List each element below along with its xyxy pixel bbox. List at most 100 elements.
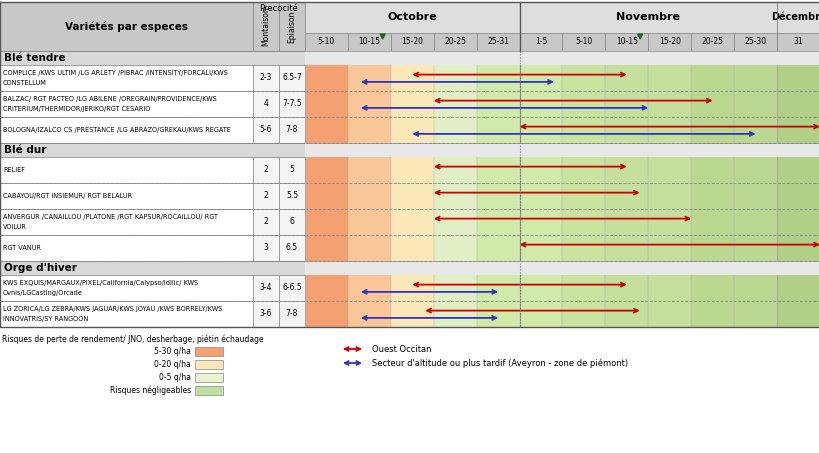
Bar <box>648 301 690 327</box>
Text: 2: 2 <box>263 217 268 226</box>
Bar <box>562 209 604 235</box>
Bar <box>347 51 391 65</box>
Bar <box>433 301 476 327</box>
Bar <box>776 261 819 275</box>
Bar <box>519 157 562 183</box>
Text: INNOVATRIS/SY RANGOON: INNOVATRIS/SY RANGOON <box>3 316 88 322</box>
Bar <box>278 209 305 235</box>
Text: Secteur d'altitude ou plus tardif (Aveyron - zone de piémont): Secteur d'altitude ou plus tardif (Aveyr… <box>372 358 627 368</box>
Text: 3-6: 3-6 <box>260 309 272 318</box>
Bar <box>391 261 433 275</box>
Bar <box>690 65 733 91</box>
Text: Novembre: Novembre <box>616 13 680 23</box>
Text: CONSTELLUM: CONSTELLUM <box>3 80 47 86</box>
Bar <box>433 261 476 275</box>
Bar <box>476 117 519 143</box>
Bar <box>648 261 690 275</box>
Text: KWS EXQUIS/MARGAUX/PIXEL/California/Calypso/Idilic/ KWS: KWS EXQUIS/MARGAUX/PIXEL/California/Caly… <box>3 280 198 286</box>
Bar <box>391 143 433 157</box>
Bar <box>0 91 253 117</box>
Bar <box>604 275 648 301</box>
Bar <box>433 209 476 235</box>
Bar <box>0 261 819 275</box>
Bar <box>278 117 305 143</box>
Bar <box>648 65 690 91</box>
Bar <box>476 275 519 301</box>
Bar <box>347 209 391 235</box>
Bar <box>648 33 690 51</box>
Bar <box>776 183 819 209</box>
Bar <box>0 209 253 235</box>
Text: 5.5: 5.5 <box>286 192 297 201</box>
Bar <box>519 65 562 91</box>
Text: 2: 2 <box>263 165 268 174</box>
Bar <box>278 235 305 261</box>
Bar <box>305 275 347 301</box>
Bar <box>391 65 433 91</box>
Text: 31: 31 <box>793 38 803 47</box>
Bar <box>776 2 819 33</box>
Bar <box>476 33 519 51</box>
Text: 6.5: 6.5 <box>286 244 297 252</box>
Text: COMPLICE /KWS ULTIM /LG ARLETY /PIBRAC /INTENSITY/FORCALI/KWS: COMPLICE /KWS ULTIM /LG ARLETY /PIBRAC /… <box>3 70 228 76</box>
Bar <box>278 2 305 51</box>
Bar <box>347 157 391 183</box>
Bar <box>648 235 690 261</box>
Bar <box>776 157 819 183</box>
Bar <box>278 301 305 327</box>
Bar <box>733 91 776 117</box>
Bar <box>604 301 648 327</box>
Bar <box>604 143 648 157</box>
Bar <box>604 183 648 209</box>
Text: 25-31: 25-31 <box>486 38 509 47</box>
Bar <box>391 301 433 327</box>
Bar <box>519 2 776 33</box>
Bar <box>391 91 433 117</box>
Bar <box>305 301 347 327</box>
Text: 20-25: 20-25 <box>444 38 466 47</box>
Bar <box>519 183 562 209</box>
Bar <box>733 301 776 327</box>
Bar <box>476 91 519 117</box>
Bar <box>519 301 562 327</box>
Bar <box>278 183 305 209</box>
Bar <box>519 235 562 261</box>
Text: 3: 3 <box>263 244 268 252</box>
Bar <box>305 51 347 65</box>
Bar <box>690 301 733 327</box>
Bar <box>253 183 278 209</box>
Bar <box>648 51 690 65</box>
Bar <box>690 261 733 275</box>
Bar <box>648 117 690 143</box>
Bar <box>562 183 604 209</box>
Bar <box>278 157 305 183</box>
Bar <box>690 157 733 183</box>
Bar <box>776 275 819 301</box>
Bar <box>0 183 253 209</box>
Bar <box>562 301 604 327</box>
Text: 6-6.5: 6-6.5 <box>282 284 301 293</box>
Bar <box>476 209 519 235</box>
Text: 25-30: 25-30 <box>744 38 766 47</box>
Text: 4: 4 <box>263 100 268 109</box>
Text: Epiaison: Epiaison <box>287 10 296 43</box>
Bar <box>776 209 819 235</box>
Bar <box>305 117 347 143</box>
Text: 6.5-7: 6.5-7 <box>282 73 301 82</box>
Bar <box>305 209 347 235</box>
Text: 2: 2 <box>263 192 268 201</box>
Bar <box>253 157 278 183</box>
Bar <box>519 261 562 275</box>
Bar <box>604 235 648 261</box>
Text: Risques négligeables: Risques négligeables <box>110 386 191 395</box>
Bar <box>433 91 476 117</box>
Text: Décembre: Décembre <box>770 13 819 23</box>
Bar <box>433 33 476 51</box>
Text: 20-25: 20-25 <box>701 38 723 47</box>
Bar <box>476 261 519 275</box>
Bar <box>690 143 733 157</box>
Text: Variétés par especes: Variétés par especes <box>65 21 188 32</box>
Text: Octobre: Octobre <box>387 13 437 23</box>
Text: 10-15: 10-15 <box>615 38 637 47</box>
Text: VOILUR: VOILUR <box>3 224 27 230</box>
